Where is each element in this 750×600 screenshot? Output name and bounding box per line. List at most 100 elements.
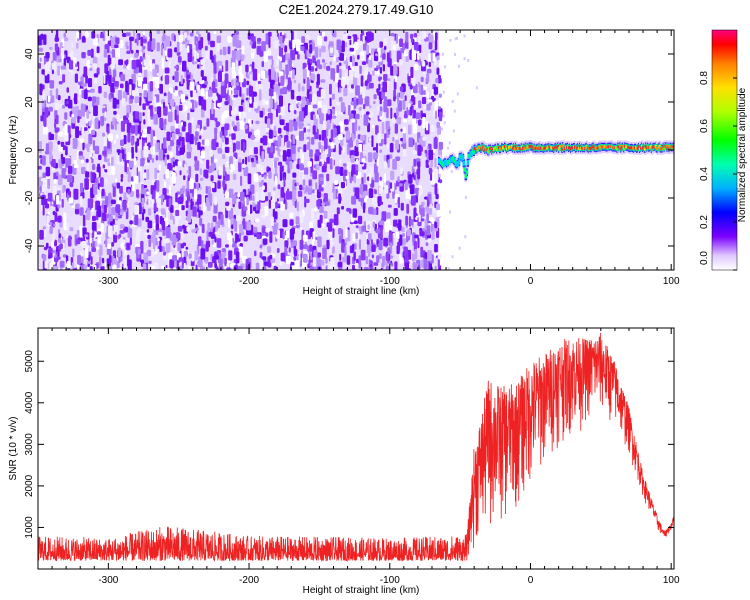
noise-cell bbox=[274, 157, 279, 162]
noise-cell bbox=[101, 188, 105, 197]
noise-cell bbox=[412, 232, 416, 243]
noise-cell bbox=[108, 254, 112, 263]
noise-cell bbox=[397, 219, 402, 229]
spectrogram-data bbox=[38, 30, 674, 270]
noise-cell bbox=[175, 128, 180, 135]
noise-cell bbox=[307, 90, 310, 100]
noise-cell bbox=[393, 208, 398, 216]
noise-cell bbox=[329, 240, 334, 245]
noise-cell bbox=[189, 32, 194, 37]
noise-cell bbox=[101, 32, 104, 37]
noise-cell bbox=[423, 90, 426, 95]
noise-cell bbox=[375, 228, 381, 234]
noise-cell bbox=[39, 185, 42, 192]
noise-cell bbox=[174, 122, 178, 129]
noise-cell bbox=[65, 234, 69, 239]
noise-cell bbox=[148, 260, 152, 264]
noise-cell bbox=[167, 163, 172, 171]
noise-cell bbox=[197, 208, 200, 212]
noise-cell bbox=[417, 144, 422, 156]
noise-cell bbox=[108, 225, 112, 238]
noise-cell bbox=[403, 134, 406, 141]
noise-cell bbox=[199, 177, 204, 182]
noise-cell bbox=[158, 149, 164, 161]
noise-cell bbox=[270, 216, 274, 227]
noise-cell bbox=[48, 141, 53, 151]
noise-cell bbox=[105, 177, 108, 184]
noise-cell bbox=[273, 125, 277, 137]
noise-cell bbox=[53, 200, 57, 207]
noise-speckle bbox=[454, 53, 456, 57]
noise-cell bbox=[417, 237, 420, 249]
noise-cell bbox=[186, 151, 192, 159]
noise-cell bbox=[377, 132, 382, 144]
noise-cell bbox=[143, 249, 146, 253]
noise-cell bbox=[418, 265, 421, 270]
noise-cell bbox=[154, 76, 160, 89]
noise-cell bbox=[392, 117, 396, 124]
noise-cell bbox=[55, 30, 59, 41]
noise-cell bbox=[87, 49, 92, 56]
noise-cell bbox=[255, 262, 260, 270]
noise-cell bbox=[330, 148, 334, 153]
noise-cell bbox=[316, 199, 321, 207]
noise-cell bbox=[130, 181, 133, 185]
spectrogram-x-axis-label: Height of straight line (km) bbox=[303, 286, 420, 297]
noise-cell bbox=[279, 119, 285, 126]
noise-cell bbox=[378, 253, 382, 260]
noise-cell bbox=[273, 101, 278, 111]
noise-cell bbox=[143, 69, 148, 80]
noise-cell bbox=[147, 220, 153, 229]
noise-cell bbox=[142, 134, 147, 138]
noise-cell bbox=[142, 172, 147, 179]
noise-cell bbox=[227, 219, 231, 228]
noise-cell bbox=[93, 37, 98, 46]
noise-cell bbox=[354, 187, 360, 200]
noise-cell bbox=[268, 55, 273, 60]
noise-cell bbox=[388, 261, 391, 265]
noise-cell bbox=[315, 182, 318, 190]
noise-cell bbox=[70, 50, 74, 60]
noise-speckle bbox=[452, 129, 455, 133]
noise-cell bbox=[205, 197, 209, 207]
noise-cell bbox=[368, 233, 372, 241]
noise-cell bbox=[312, 269, 315, 270]
noise-cell bbox=[284, 246, 288, 252]
noise-cell bbox=[337, 262, 343, 268]
noise-cell bbox=[438, 111, 443, 122]
noise-cell bbox=[231, 120, 235, 127]
noise-cell bbox=[39, 155, 43, 159]
noise-cell bbox=[367, 31, 372, 42]
noise-cell bbox=[415, 112, 420, 120]
noise-cell bbox=[277, 135, 282, 147]
noise-cell bbox=[44, 63, 48, 76]
noise-cell bbox=[308, 93, 312, 103]
noise-cell bbox=[318, 141, 321, 150]
noise-cell bbox=[299, 184, 303, 191]
noise-cell bbox=[186, 226, 190, 232]
noise-cell bbox=[361, 225, 366, 232]
noise-cell bbox=[185, 132, 190, 143]
noise-cell bbox=[292, 152, 296, 162]
noise-cell bbox=[435, 217, 439, 223]
noise-cell bbox=[291, 30, 294, 42]
noise-cell bbox=[348, 139, 351, 146]
noise-cell bbox=[304, 167, 309, 175]
noise-cell bbox=[176, 112, 179, 124]
noise-cell bbox=[273, 187, 276, 191]
noise-cell bbox=[286, 149, 291, 157]
noise-cell bbox=[408, 137, 414, 148]
noise-cell bbox=[124, 160, 127, 173]
noise-cell bbox=[383, 100, 388, 113]
noise-cell bbox=[413, 255, 416, 262]
noise-cell bbox=[297, 102, 300, 108]
noise-cell bbox=[289, 212, 294, 219]
noise-cell bbox=[110, 156, 114, 166]
noise-cell bbox=[385, 120, 390, 130]
noise-cell bbox=[421, 61, 426, 67]
noise-cell bbox=[231, 133, 236, 140]
noise-cell bbox=[388, 230, 392, 243]
noise-cell bbox=[245, 64, 249, 73]
noise-cell bbox=[216, 92, 219, 97]
noise-cell bbox=[208, 165, 213, 174]
